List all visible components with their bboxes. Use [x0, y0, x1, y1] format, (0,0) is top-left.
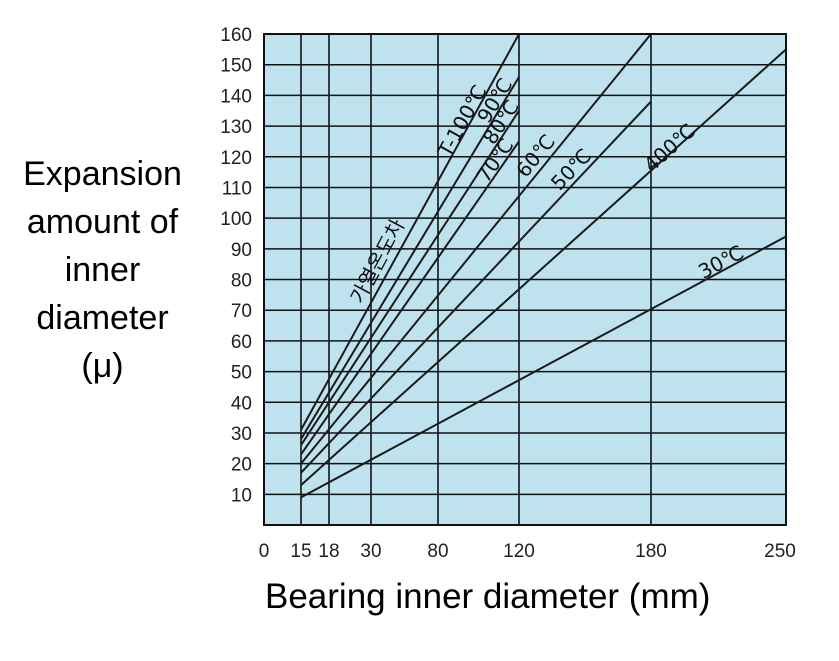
y-tick-40: 40	[231, 393, 252, 414]
y-tick-140: 140	[220, 86, 252, 107]
x-tick-18: 18	[318, 541, 339, 562]
y-tick-labels: 10 20 30 40 50 60 70 80 90 100 110 120 130 140 150 160	[220, 25, 252, 506]
x-tick-0: 0	[259, 541, 270, 562]
y-tick-110: 110	[222, 178, 252, 199]
y-axis-title-line-2: amount of	[0, 198, 205, 246]
x-tick-180: 180	[635, 541, 667, 562]
y-axis-title-line-5: (μ)	[0, 342, 205, 390]
y-tick-20: 20	[231, 455, 252, 476]
x-tick-250: 250	[764, 541, 796, 562]
x-tick-labels: 0 15 18 30 80 120 180 250	[259, 541, 796, 562]
y-axis-title-line-1: Expansion	[0, 150, 205, 198]
y-tick-150: 150	[220, 56, 252, 77]
x-axis-title: Bearing inner diameter (mm)	[265, 577, 710, 617]
y-tick-100: 100	[220, 209, 252, 230]
y-tick-60: 60	[231, 332, 252, 353]
y-tick-90: 90	[231, 240, 252, 261]
y-tick-80: 80	[231, 271, 252, 292]
y-tick-50: 50	[231, 363, 252, 384]
y-tick-70: 70	[231, 301, 252, 322]
y-axis-title-line-4: diameter	[0, 294, 205, 342]
x-tick-120: 120	[503, 541, 535, 562]
y-tick-160: 160	[220, 25, 252, 46]
y-tick-10: 10	[231, 485, 252, 506]
y-tick-120: 120	[220, 148, 252, 169]
y-tick-30: 30	[231, 424, 252, 445]
x-tick-80: 80	[427, 541, 448, 562]
y-axis-title-line-3: inner	[0, 246, 205, 294]
x-tick-15: 15	[290, 541, 311, 562]
y-tick-130: 130	[220, 117, 252, 138]
x-tick-30: 30	[360, 541, 381, 562]
y-axis-title: Expansion amount of inner diameter (μ)	[0, 150, 205, 390]
